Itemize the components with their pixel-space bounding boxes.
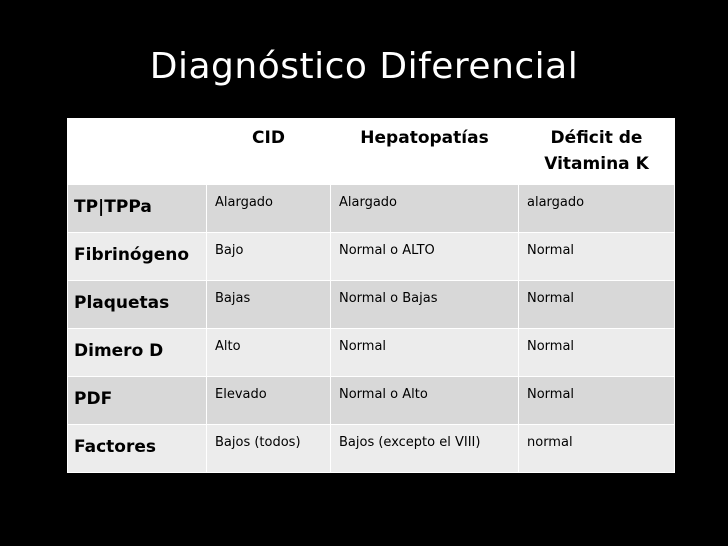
table-cell: Normal: [518, 376, 675, 425]
table-cell: Normal: [518, 280, 675, 329]
table-cell: Normal o Bajas: [330, 280, 519, 329]
row-label: Dimero D: [67, 328, 207, 377]
table-row: TP|TPPa Alargado Alargado alargado: [67, 184, 675, 233]
table-cell: Bajo: [206, 232, 331, 281]
table-cell: Elevado: [206, 376, 331, 425]
table-cell: normal: [518, 424, 675, 473]
header-cell-deficit-vitamina-k: Déficit de Vitamina K: [518, 118, 675, 185]
table-cell: Normal: [518, 328, 675, 377]
table-row: PDF Elevado Normal o Alto Normal: [67, 376, 675, 425]
table-row: Factores Bajos (todos) Bajos (excepto el…: [67, 424, 675, 473]
header-cell-empty: [67, 118, 207, 185]
row-label: Fibrinógeno: [67, 232, 207, 281]
table-cell: Bajos (todos): [206, 424, 331, 473]
table-row: Dimero D Alto Normal Normal: [67, 328, 675, 377]
table-cell: Bajas: [206, 280, 331, 329]
table-cell: Normal o Alto: [330, 376, 519, 425]
table-cell: Alto: [206, 328, 331, 377]
row-label: PDF: [67, 376, 207, 425]
table-cell: alargado: [518, 184, 675, 233]
header-cell-hepatopatias: Hepatopatías: [330, 118, 519, 185]
table-cell: Alargado: [330, 184, 519, 233]
table-cell: Normal: [518, 232, 675, 281]
table-cell: Normal o ALTO: [330, 232, 519, 281]
table-row: Plaquetas Bajas Normal o Bajas Normal: [67, 280, 675, 329]
header-cell-cid: CID: [206, 118, 331, 185]
page-title: Diagnóstico Diferencial: [149, 46, 579, 87]
table-row: Fibrinógeno Bajo Normal o ALTO Normal: [67, 232, 675, 281]
table-cell: Alargado: [206, 184, 331, 233]
row-label: Plaquetas: [67, 280, 207, 329]
table-cell: Bajos (excepto el VIII): [330, 424, 519, 473]
differential-diagnosis-table: CID Hepatopatías Déficit de Vitamina K T…: [67, 118, 675, 473]
row-label: Factores: [67, 424, 207, 473]
table-cell: Normal: [330, 328, 519, 377]
table-header-row: CID Hepatopatías Déficit de Vitamina K: [67, 118, 675, 185]
row-label: TP|TPPa: [67, 184, 207, 233]
